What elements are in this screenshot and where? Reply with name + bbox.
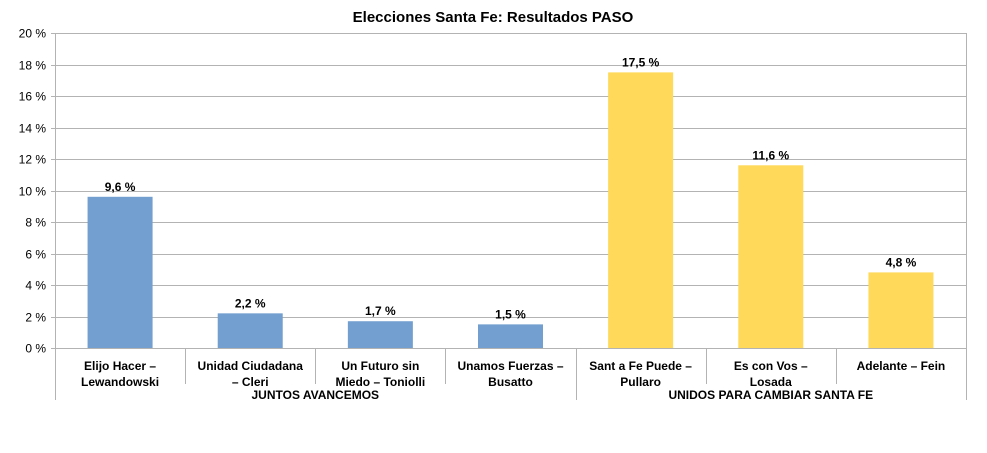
- x-tick-label: Losada: [750, 375, 792, 389]
- y-tick-label: 0 %: [25, 342, 46, 356]
- data-label: 2,2 %: [235, 296, 266, 310]
- chart-title: Elecciones Santa Fe: Resultados PASO: [353, 9, 634, 26]
- x-tick-label: Pullaro: [620, 375, 661, 389]
- data-label: 1,7 %: [365, 304, 396, 318]
- x-tick-label: Elijo Hacer –: [84, 359, 156, 373]
- y-tick-label: 16 %: [19, 90, 47, 104]
- y-tick-label: 12 %: [19, 153, 47, 167]
- data-label: 9,6 %: [105, 180, 136, 194]
- bar: [217, 313, 283, 348]
- bar: [347, 321, 413, 348]
- x-tick-label: Es con Vos –: [734, 359, 808, 373]
- data-label: 11,6 %: [752, 148, 789, 162]
- bar: [738, 165, 804, 348]
- x-tick-label: Lewandowski: [81, 375, 159, 389]
- bar: [478, 324, 543, 348]
- bar: [608, 72, 674, 348]
- y-tick-label: 18 %: [19, 59, 47, 73]
- y-tick-label: 8 %: [25, 216, 46, 230]
- x-tick-label: Un Futuro sin: [341, 359, 419, 373]
- x-tick-label: Miedo – Toniolli: [335, 375, 425, 389]
- data-label: 4,8 %: [886, 255, 917, 269]
- data-label: 1,5 %: [495, 307, 526, 321]
- y-tick-label: 6 %: [25, 248, 46, 262]
- y-tick-label: 20 %: [19, 27, 47, 41]
- x-tick-label: Unamos Fuerzas –: [457, 359, 563, 373]
- data-label: 17,5 %: [622, 55, 660, 69]
- group-label: UNIDOS PARA CAMBIAR SANTA FE: [668, 388, 873, 402]
- bar: [87, 196, 153, 348]
- x-tick-label: Unidad Ciudadana: [198, 359, 304, 373]
- x-tick-label: Busatto: [488, 375, 533, 389]
- x-tick-label: – Cleri: [232, 375, 269, 389]
- y-tick-label: 14 %: [19, 122, 47, 136]
- x-tick-label: Adelante – Fein: [857, 359, 946, 373]
- y-tick-label: 10 %: [19, 185, 47, 199]
- x-tick-label: Sant a Fe Puede –: [589, 359, 692, 373]
- group-label: JUNTOS AVANCEMOS: [251, 388, 379, 402]
- y-tick-label: 4 %: [25, 279, 46, 293]
- bar: [868, 272, 934, 348]
- y-tick-label: 2 %: [25, 311, 46, 325]
